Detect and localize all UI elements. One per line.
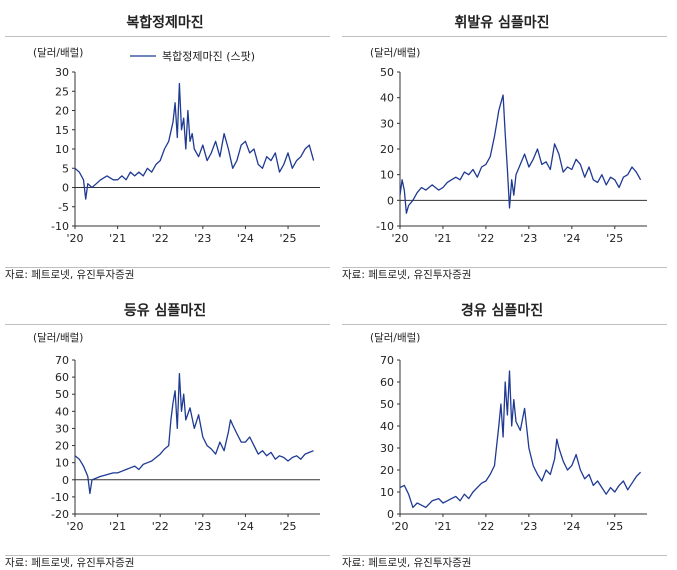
divider bbox=[5, 36, 330, 37]
x-tick-label: '23 bbox=[520, 520, 537, 533]
x-tick-label: '25 bbox=[280, 520, 297, 533]
y-tick-label: 10 bbox=[380, 169, 394, 182]
y-tick-label: -5 bbox=[58, 201, 69, 214]
x-tick-label: '20 bbox=[391, 520, 408, 533]
source-note: 자료: 페트로넷, 유진투자증권 bbox=[342, 269, 472, 281]
chart-title: 휘발유 심플마진 bbox=[454, 15, 550, 31]
chart-title: 경유 심플마진 bbox=[460, 303, 544, 319]
y-tick-label: 60 bbox=[55, 371, 69, 384]
series-line bbox=[399, 94, 642, 214]
divider bbox=[342, 267, 667, 268]
y-tick-label: 15 bbox=[55, 124, 69, 137]
y-tick-label: 10 bbox=[380, 486, 394, 499]
chart-title: 복합정제마진 bbox=[126, 15, 204, 31]
line-chart: -10 -5 0 5 10 15 20 25 30 '20 '21 '22 '23 '24 '25 복합정제마… bbox=[51, 50, 320, 245]
source-note: 자료: 페트로넷, 유진투자증권 bbox=[5, 269, 135, 281]
y-tick-label: 0 bbox=[387, 508, 394, 521]
divider bbox=[342, 36, 667, 37]
y-axis-unit: (달러/배럴) bbox=[370, 47, 421, 59]
x-tick-label: '22 bbox=[477, 232, 494, 245]
x-tick-label: '25 bbox=[280, 232, 297, 245]
chart-panel-diesel-margin: 경유 심플마진 (달러/배럴) 0 10 20 30 40 50 60 70 '20 '21 '22… bbox=[342, 298, 672, 569]
y-tick-label: 40 bbox=[380, 420, 394, 433]
divider bbox=[342, 324, 667, 325]
series-line bbox=[74, 373, 314, 495]
y-tick-label: 20 bbox=[55, 105, 69, 118]
y-tick-label: -10 bbox=[51, 220, 69, 233]
y-tick-label: 60 bbox=[380, 376, 394, 389]
x-tick-label: '24 bbox=[237, 232, 254, 245]
y-tick-label: 30 bbox=[380, 442, 394, 455]
series-line bbox=[74, 82, 315, 200]
x-tick-label: '24 bbox=[563, 232, 580, 245]
y-tick-label: 30 bbox=[380, 117, 394, 130]
chart-panel-gasoline-margin: 휘발유 심플마진 (달러/배럴) -10 0 10 20 30 40 50 '20 '21 '22… bbox=[342, 10, 672, 281]
x-tick-label: '23 bbox=[194, 520, 211, 533]
y-tick-label: 0 bbox=[387, 194, 394, 207]
y-tick-label: 70 bbox=[380, 354, 394, 367]
y-tick-label: 20 bbox=[380, 143, 394, 156]
y-tick-label: 30 bbox=[55, 66, 69, 79]
x-tick-label: '23 bbox=[194, 232, 211, 245]
y-tick-label: 40 bbox=[380, 92, 394, 105]
line-chart: -20 -10 0 10 20 30 40 50 60 70 '20 '21 '22 '23 '24 '25 bbox=[51, 354, 320, 533]
y-tick-label: 10 bbox=[55, 457, 69, 470]
chart-title: 등유 심플마진 bbox=[123, 303, 207, 319]
divider bbox=[5, 555, 330, 556]
y-tick-label: 70 bbox=[55, 354, 69, 367]
series-line bbox=[399, 370, 642, 509]
y-tick-label: -10 bbox=[51, 491, 69, 504]
y-tick-label: 0 bbox=[62, 474, 69, 487]
y-tick-label: 30 bbox=[55, 422, 69, 435]
x-tick-label: '24 bbox=[563, 520, 580, 533]
y-axis-unit: (달러/배럴) bbox=[33, 47, 84, 59]
x-tick-label: '20 bbox=[391, 232, 408, 245]
x-tick-label: '21 bbox=[109, 520, 126, 533]
x-tick-label: '21 bbox=[434, 232, 451, 245]
y-tick-label: 50 bbox=[380, 398, 394, 411]
x-tick-label: '22 bbox=[477, 520, 494, 533]
y-tick-label: 50 bbox=[380, 66, 394, 79]
y-axis-unit: (달러/배럴) bbox=[33, 332, 84, 344]
y-tick-label: 20 bbox=[55, 440, 69, 453]
x-tick-label: '21 bbox=[434, 520, 451, 533]
y-tick-label: 40 bbox=[55, 405, 69, 418]
divider bbox=[5, 324, 330, 325]
x-tick-label: '22 bbox=[152, 232, 169, 245]
line-chart: -10 0 10 20 30 40 50 '20 '21 '22 '23 '24 '25 bbox=[376, 66, 647, 245]
y-tick-label: 10 bbox=[55, 143, 69, 156]
y-axis-unit: (달러/배럴) bbox=[370, 332, 421, 344]
y-tick-label: 25 bbox=[55, 85, 69, 98]
divider bbox=[5, 267, 330, 268]
y-tick-label: -20 bbox=[51, 508, 69, 521]
x-tick-label: '24 bbox=[237, 520, 254, 533]
y-tick-label: 50 bbox=[55, 388, 69, 401]
y-tick-label: 20 bbox=[380, 464, 394, 477]
y-tick-label: 5 bbox=[62, 162, 69, 175]
divider bbox=[342, 555, 667, 556]
x-tick-label: '22 bbox=[152, 520, 169, 533]
y-tick-label: -10 bbox=[376, 220, 394, 233]
x-tick-label: '21 bbox=[109, 232, 126, 245]
x-tick-label: '25 bbox=[606, 520, 623, 533]
x-tick-label: '23 bbox=[520, 232, 537, 245]
line-chart: 0 10 20 30 40 50 60 70 '20 '21 '22 '23 '24 '25 bbox=[380, 354, 647, 533]
x-tick-label: '20 bbox=[66, 520, 83, 533]
chart-panel-refining-margin: 복합정제마진 (달러/배럴) -10 -5 0 5 10 15 20 25 30 '20 '21 '2… bbox=[5, 10, 335, 281]
source-note: 자료: 페트로넷, 유진투자증권 bbox=[5, 557, 135, 569]
chart-panel-kerosene-margin: 등유 심플마진 (달러/배럴) -20 -10 0 10 20 30 40 50 60 70 '20… bbox=[5, 298, 335, 569]
x-tick-label: '20 bbox=[66, 232, 83, 245]
x-tick-label: '25 bbox=[606, 232, 623, 245]
legend-label: 복합정제마진 (스팟) bbox=[162, 50, 255, 63]
source-note: 자료: 페트로넷, 유진투자증권 bbox=[342, 557, 472, 569]
y-tick-label: 0 bbox=[62, 182, 69, 195]
